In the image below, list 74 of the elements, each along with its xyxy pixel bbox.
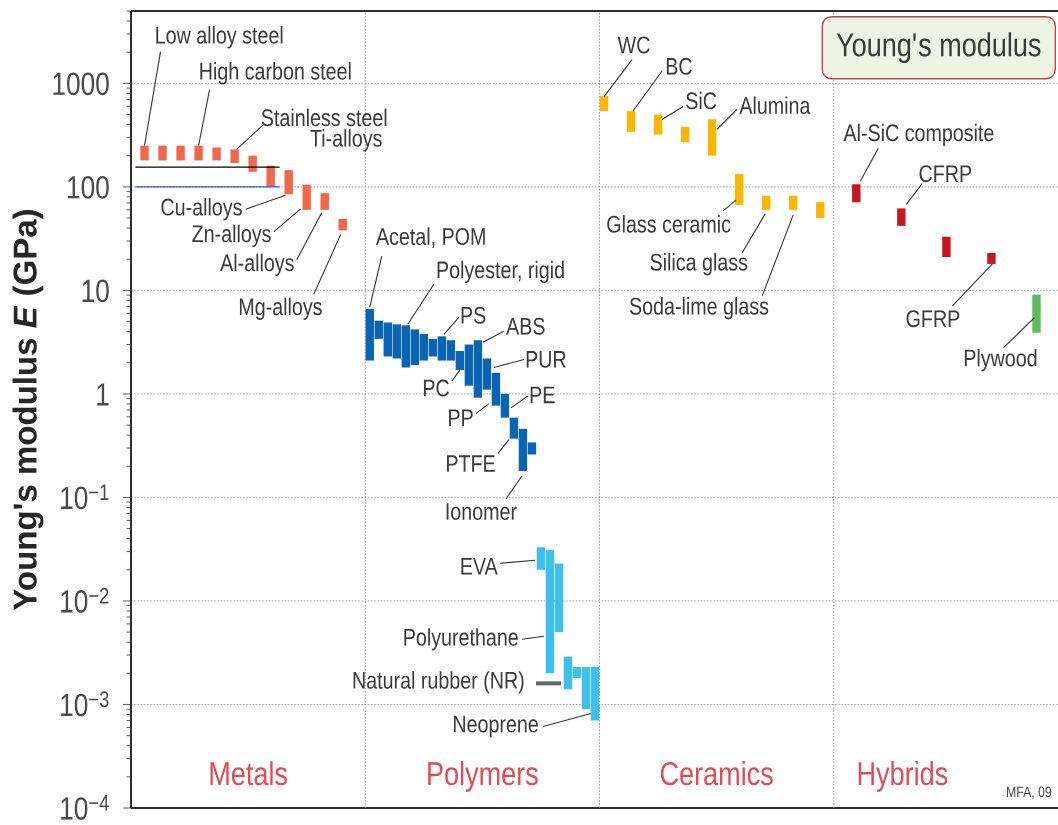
annotation: Glass ceramic [607, 215, 731, 233]
annotation: Zn-alloys [192, 224, 271, 248]
bar [158, 145, 167, 161]
bar [320, 193, 329, 210]
bar [653, 114, 663, 135]
y-tick-label: 10$^{−3}$ [61, 691, 109, 717]
annotation: ABS [506, 317, 545, 335]
annotation: PUR [526, 351, 566, 368]
annotation: Ionomer [446, 503, 517, 520]
annotation: CFRP [919, 165, 972, 183]
bar [761, 195, 771, 210]
annotation: PS [461, 306, 486, 324]
annotation: Al-alloys [220, 253, 294, 277]
annotation: Polyester, rigid [437, 260, 564, 284]
annotation: Soda-lime glass [629, 297, 769, 320]
y-axis-title: Young's modulus E (GPa) [12, 210, 44, 611]
y-tick-label: 1000 [53, 72, 109, 96]
bar [734, 174, 744, 205]
bar [302, 184, 311, 210]
y-tick-label: 100 [68, 176, 109, 199]
text: Young's modulus [836, 32, 1041, 64]
bar [707, 119, 717, 156]
annotation: GFRP [906, 310, 960, 328]
y-tick-label: 10 [82, 279, 109, 303]
bar [852, 184, 861, 203]
bar [897, 208, 906, 226]
annotation: Polymers [428, 761, 538, 792]
annotation: Polyurethane [404, 628, 518, 651]
annotation: SiC [686, 91, 717, 110]
bar [789, 195, 798, 210]
annotation: High carbon steel [200, 62, 351, 85]
y-tick-label: 10$^{−1}$ [61, 484, 109, 510]
annotation: PE [530, 386, 555, 404]
annotation: Al-SiC composite [843, 123, 994, 147]
annotation: MFA, 09 [1007, 786, 1052, 799]
bar [816, 202, 825, 219]
annotation: Cu-alloys [161, 197, 242, 221]
bar [140, 145, 149, 161]
annotation: Stainless steel [261, 108, 387, 127]
y-tick-label: 10$^{−2}$ [61, 587, 109, 613]
annotation: Silica glass [650, 253, 748, 276]
annotation: Hybrids [858, 761, 948, 792]
annotation: Alumina [739, 96, 811, 115]
bar [338, 218, 347, 231]
bar [942, 236, 951, 258]
bar [176, 145, 185, 161]
bar [212, 147, 221, 161]
annotation: PP [449, 409, 473, 426]
bar [248, 155, 257, 172]
annotation: PC [423, 379, 449, 397]
annotation: Mg-alloys [239, 297, 322, 320]
annotation: Natural rubber (NR) [353, 671, 524, 694]
bar [230, 149, 239, 164]
annotation: Acetal, POM [375, 227, 485, 248]
bar [599, 95, 609, 112]
bar [680, 126, 690, 143]
bar [266, 165, 275, 187]
bar [284, 170, 293, 195]
bar [626, 111, 636, 132]
bar [987, 252, 996, 264]
annotation: WC [617, 36, 650, 54]
annotation: Neoprene [453, 715, 538, 738]
annotation: Low alloy steel [156, 26, 283, 49]
annotation: Metals [210, 761, 287, 786]
annotation: EVA [461, 558, 498, 575]
annotation: Plywood [964, 348, 1037, 372]
y-tick-label: 1 [97, 383, 109, 406]
annotation: PTFE [447, 455, 495, 472]
bar [1032, 294, 1041, 333]
annotation: Ti-alloys [310, 129, 382, 152]
annotation: BC [666, 57, 692, 75]
annotation: Ceramics [660, 761, 773, 786]
y-tick-label: 10$^{−4}$ [61, 795, 109, 820]
bar [194, 145, 203, 161]
